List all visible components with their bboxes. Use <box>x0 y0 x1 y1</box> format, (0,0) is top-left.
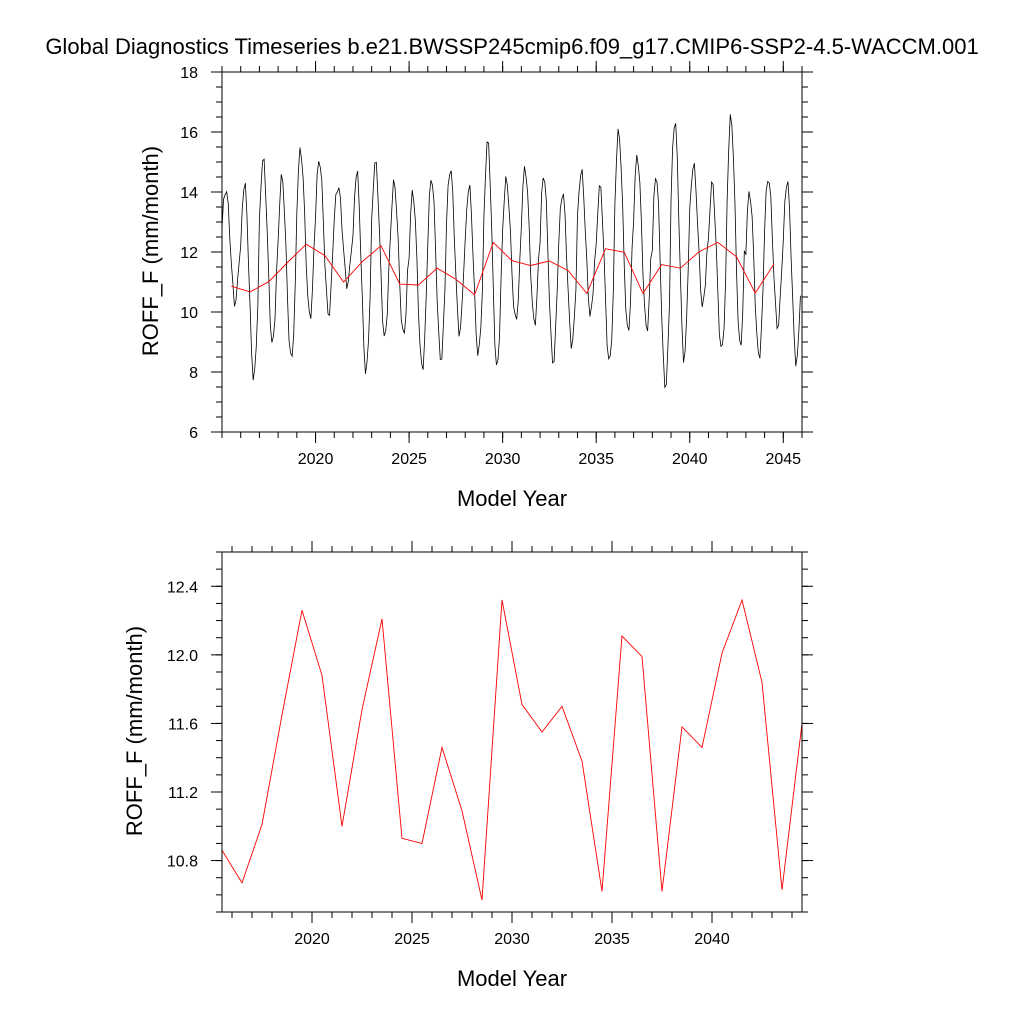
bottom-panel: Model Year ROFF_F (mm/month) 2020 2025 203… <box>122 541 813 991</box>
top-x-tick-label: 2045 <box>765 451 801 468</box>
top-y-tick-label: 6 <box>189 425 198 442</box>
bottom-y-tick-label: 10.8 <box>167 854 198 871</box>
top-y-axis-label: ROFF_F (mm/month) <box>138 146 163 356</box>
bottom-y-tick-label: 12.0 <box>167 648 198 665</box>
top-y-tick-label: 18 <box>180 65 198 82</box>
top-y-tick-label: 8 <box>189 365 198 382</box>
bottom-annual-series-line <box>222 598 802 901</box>
top-y-tick-label: 12 <box>180 245 198 262</box>
bottom-x-tick-label: 2020 <box>294 931 330 948</box>
bottom-x-tick-label: 2040 <box>694 931 730 948</box>
top-x-tick-label: 2035 <box>578 451 614 468</box>
top-panel: Model Year ROFF_F (mm/month) 2020 2025 203… <box>138 61 813 511</box>
bottom-y-tick-label: 12.4 <box>167 579 198 596</box>
top-x-tick-label: 2030 <box>485 451 521 468</box>
bottom-x-axis-label: Model Year <box>457 966 567 991</box>
top-y-tick-label: 10 <box>180 305 198 322</box>
top-plot-frame <box>221 71 803 433</box>
top-x-tick-label: 2020 <box>298 451 334 468</box>
bottom-x-tick-label: 2035 <box>594 931 630 948</box>
top-monthly-series-line <box>222 114 801 389</box>
bottom-x-tick-label: 2030 <box>494 931 530 948</box>
top-x-tick-label: 2025 <box>391 451 427 468</box>
bottom-y-axis-label: ROFF_F (mm/month) <box>122 626 147 836</box>
bottom-y-tick-label: 11.2 <box>168 785 198 802</box>
bottom-plot-frame <box>221 551 803 913</box>
top-y-tick-label: 16 <box>180 125 198 142</box>
bottom-y-tick-label: 11.6 <box>168 716 198 733</box>
chart-title: Global Diagnostics Timeseries b.e21.BWSS… <box>45 34 978 59</box>
top-y-tick-label: 14 <box>180 185 198 202</box>
top-x-axis-label: Model Year <box>457 486 567 511</box>
top-x-tick-label: 2040 <box>672 451 708 468</box>
bottom-x-tick-label: 2025 <box>394 931 430 948</box>
top-annual-series-line <box>231 241 775 296</box>
